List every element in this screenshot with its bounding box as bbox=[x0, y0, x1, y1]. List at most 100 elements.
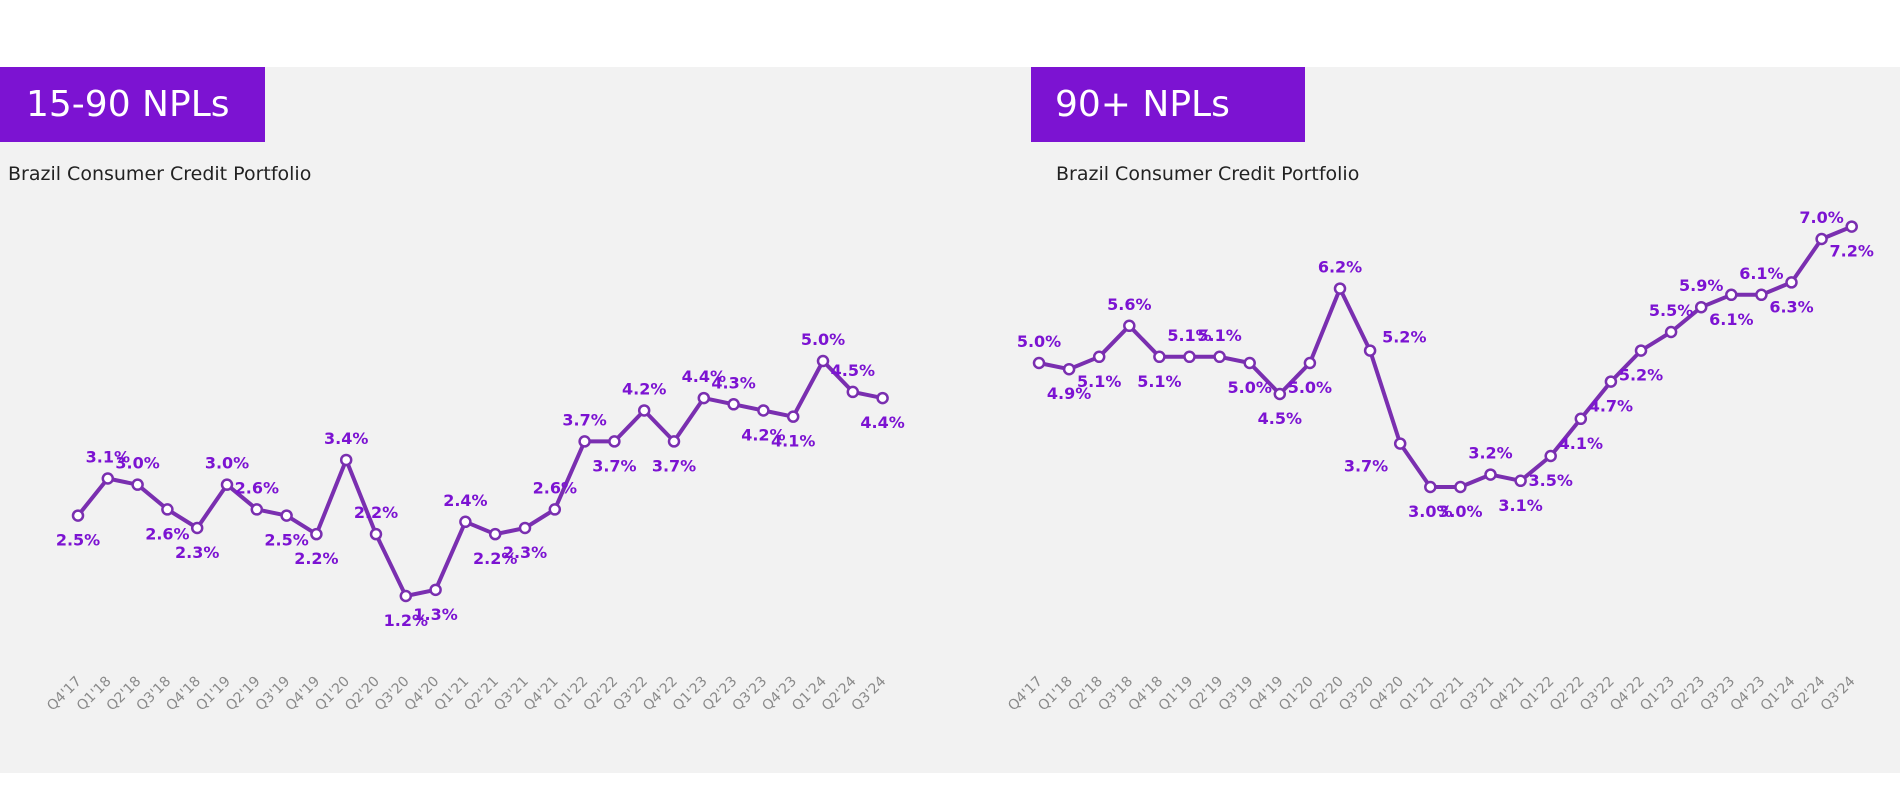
data-label: 2.3% bbox=[503, 543, 547, 562]
data-point bbox=[1725, 288, 1738, 302]
data-label: 2.3% bbox=[175, 543, 219, 562]
data-label: 5.0% bbox=[1017, 332, 1061, 351]
data-point bbox=[727, 398, 740, 411]
data-label: 4.1% bbox=[771, 432, 815, 451]
data-label: 3.5% bbox=[1529, 471, 1573, 490]
data-label: 5.1% bbox=[1077, 372, 1121, 391]
data-label: 4.7% bbox=[1589, 397, 1633, 416]
data-point bbox=[1213, 350, 1226, 364]
data-point bbox=[667, 435, 681, 448]
data-point bbox=[578, 435, 591, 448]
data-label: 2.5% bbox=[264, 531, 308, 550]
data-label: 5.0% bbox=[801, 330, 845, 349]
data-label: 5.2% bbox=[1619, 366, 1663, 385]
data-label: 2.6% bbox=[235, 478, 279, 497]
chart-panel-90-plus-npls: 90+ NPLs Brazil Consumer Credit Portfoli… bbox=[1005, 67, 1900, 773]
data-point bbox=[1303, 356, 1317, 370]
data-point bbox=[310, 527, 323, 541]
data-point bbox=[1634, 344, 1648, 357]
data-point bbox=[1032, 356, 1046, 370]
data-point bbox=[1424, 480, 1437, 494]
chart-subtitle-15-90: Brazil Consumer Credit Portfolio bbox=[8, 163, 312, 185]
data-label: 4.4% bbox=[682, 367, 726, 386]
data-label: 4.2% bbox=[622, 379, 666, 398]
data-label: 4.1% bbox=[1559, 434, 1603, 453]
data-label: 3.7% bbox=[1344, 457, 1388, 476]
data-point bbox=[488, 527, 502, 541]
data-point bbox=[220, 478, 234, 491]
data-label: 3.7% bbox=[562, 410, 606, 429]
data-label: 4.2% bbox=[741, 425, 785, 444]
data-point bbox=[1243, 356, 1256, 370]
data-label: 4.9% bbox=[1047, 384, 1091, 403]
data-label: 2.2% bbox=[294, 549, 338, 568]
data-point bbox=[1755, 288, 1768, 302]
data-point bbox=[71, 509, 85, 522]
data-point bbox=[1484, 468, 1497, 481]
data-label: 6.3% bbox=[1769, 297, 1813, 316]
data-label: 6.2% bbox=[1318, 258, 1362, 277]
data-point bbox=[399, 589, 413, 603]
data-label: 3.4% bbox=[324, 429, 368, 448]
data-point bbox=[1123, 319, 1136, 333]
data-point bbox=[697, 391, 711, 405]
data-label: 7.0% bbox=[1799, 208, 1843, 227]
data-point bbox=[1694, 300, 1708, 314]
data-point bbox=[1815, 232, 1828, 246]
data-label: 3.1% bbox=[1498, 496, 1542, 515]
data-label: 4.5% bbox=[831, 361, 875, 380]
data-label: 3.7% bbox=[592, 456, 636, 475]
data-label: 2.5% bbox=[56, 531, 100, 550]
data-point bbox=[1183, 350, 1196, 364]
data-label: 5.5% bbox=[1649, 301, 1693, 320]
data-point bbox=[1604, 375, 1618, 388]
data-point bbox=[1393, 437, 1407, 450]
data-label: 4.3% bbox=[711, 373, 755, 392]
data-label: 4.5% bbox=[1258, 409, 1302, 428]
data-point bbox=[1785, 276, 1798, 289]
x-tick-label: Q3'24 bbox=[1818, 673, 1859, 714]
data-label: 5.6% bbox=[1107, 295, 1151, 314]
data-point bbox=[429, 583, 442, 597]
data-point bbox=[1092, 350, 1106, 364]
chart-title-90-plus: 90+ NPLs bbox=[1031, 67, 1305, 142]
data-point bbox=[757, 404, 770, 417]
data-label: 5.1% bbox=[1137, 372, 1181, 391]
data-label: 2.2% bbox=[354, 503, 398, 522]
data-point bbox=[876, 391, 889, 405]
data-label: 2.2% bbox=[473, 549, 517, 568]
data-point bbox=[1333, 282, 1347, 295]
x-tick-label: Q3'24 bbox=[849, 673, 890, 714]
data-label: 6.1% bbox=[1709, 310, 1753, 329]
data-point bbox=[369, 527, 383, 541]
data-point bbox=[1514, 474, 1527, 488]
data-label: 5.2% bbox=[1382, 328, 1426, 347]
data-point bbox=[518, 521, 532, 535]
data-point bbox=[1062, 362, 1076, 376]
data-label: 5.1% bbox=[1197, 326, 1241, 345]
data-point bbox=[101, 472, 115, 485]
data-point bbox=[816, 354, 830, 368]
data-label: 3.7% bbox=[652, 456, 696, 475]
data-point bbox=[1153, 350, 1166, 364]
data-point bbox=[161, 503, 174, 516]
data-point bbox=[1574, 412, 1588, 426]
data-label: 7.2% bbox=[1830, 242, 1874, 261]
data-label: 2.4% bbox=[443, 491, 487, 510]
data-point bbox=[1544, 449, 1557, 463]
data-point bbox=[1664, 325, 1678, 339]
line-chart-15-90-npls: 2.5%Q4'173.1%Q1'183.0%Q2'182.6%Q3'182.3%… bbox=[44, 330, 905, 714]
line-chart-90-plus-npls: 5.0%Q4'174.9%Q1'185.1%Q2'185.6%Q3'185.1%… bbox=[1005, 208, 1874, 714]
data-label: 3.0% bbox=[1438, 502, 1482, 521]
chart-title-15-90: 15-90 NPLs bbox=[0, 67, 265, 142]
data-label: 1.3% bbox=[413, 605, 457, 624]
data-label: 3.2% bbox=[1468, 444, 1512, 463]
data-point bbox=[1845, 220, 1858, 233]
data-label: 5.0% bbox=[1228, 378, 1272, 397]
data-label: 5.9% bbox=[1679, 276, 1723, 295]
chart-panel-15-90-npls: 15-90 NPLs Brazil Consumer Credit Portfo… bbox=[0, 67, 1000, 773]
data-label: 2.6% bbox=[533, 478, 577, 497]
data-label: 4.4% bbox=[860, 413, 904, 432]
data-point bbox=[339, 453, 353, 467]
data-point bbox=[131, 478, 144, 491]
